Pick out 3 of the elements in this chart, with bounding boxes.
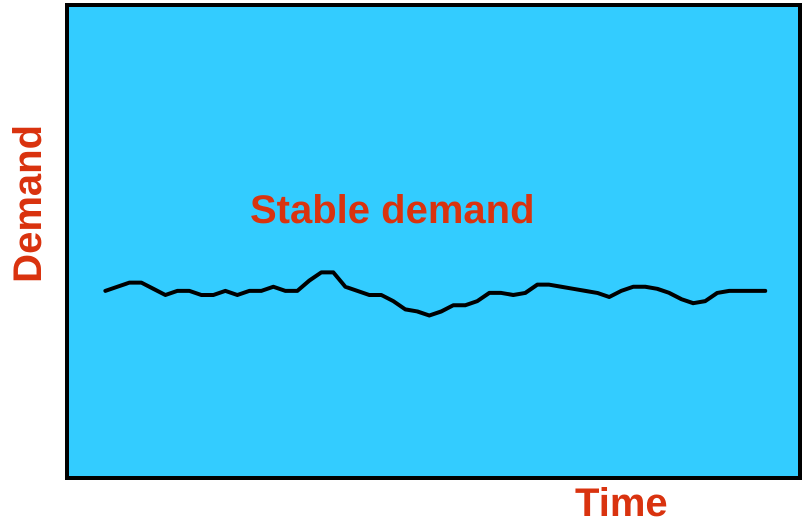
x-axis-title: Time <box>575 481 668 525</box>
y-axis-title: Demand <box>6 125 50 283</box>
text: Stable demand <box>250 188 535 232</box>
